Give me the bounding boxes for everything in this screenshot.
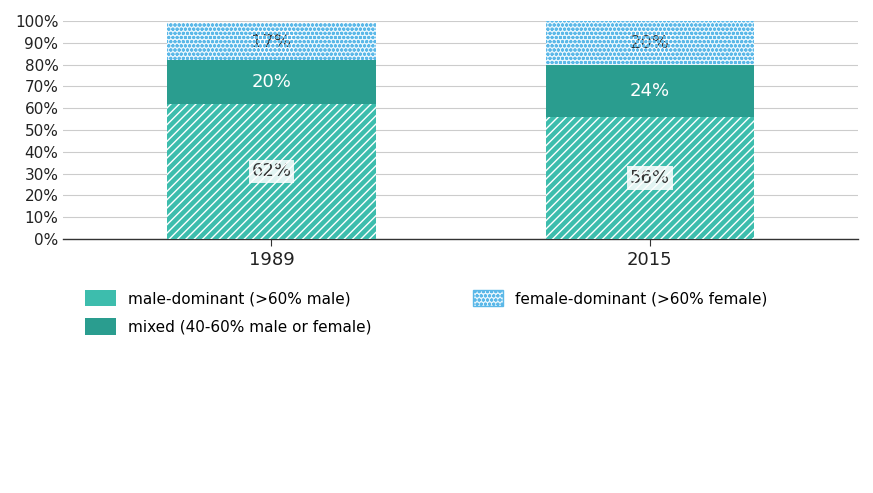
Text: 24%: 24% — [629, 82, 670, 100]
Bar — [546, 21, 754, 65]
Text: 62%: 62% — [251, 162, 292, 180]
Text: 20%: 20% — [251, 73, 292, 91]
Bar — [168, 23, 375, 60]
Bar — [168, 23, 375, 60]
Text: 20%: 20% — [630, 34, 670, 52]
Bar — [546, 21, 754, 65]
Bar — [168, 104, 375, 239]
Bar — [546, 117, 754, 239]
Bar — [546, 65, 754, 117]
Bar — [168, 60, 375, 104]
Bar — [546, 117, 754, 239]
Bar — [168, 104, 375, 239]
Text: 17%: 17% — [251, 33, 292, 51]
Legend: mixed (40-60% male or female): mixed (40-60% male or female) — [79, 312, 377, 341]
Text: 56%: 56% — [630, 169, 670, 187]
